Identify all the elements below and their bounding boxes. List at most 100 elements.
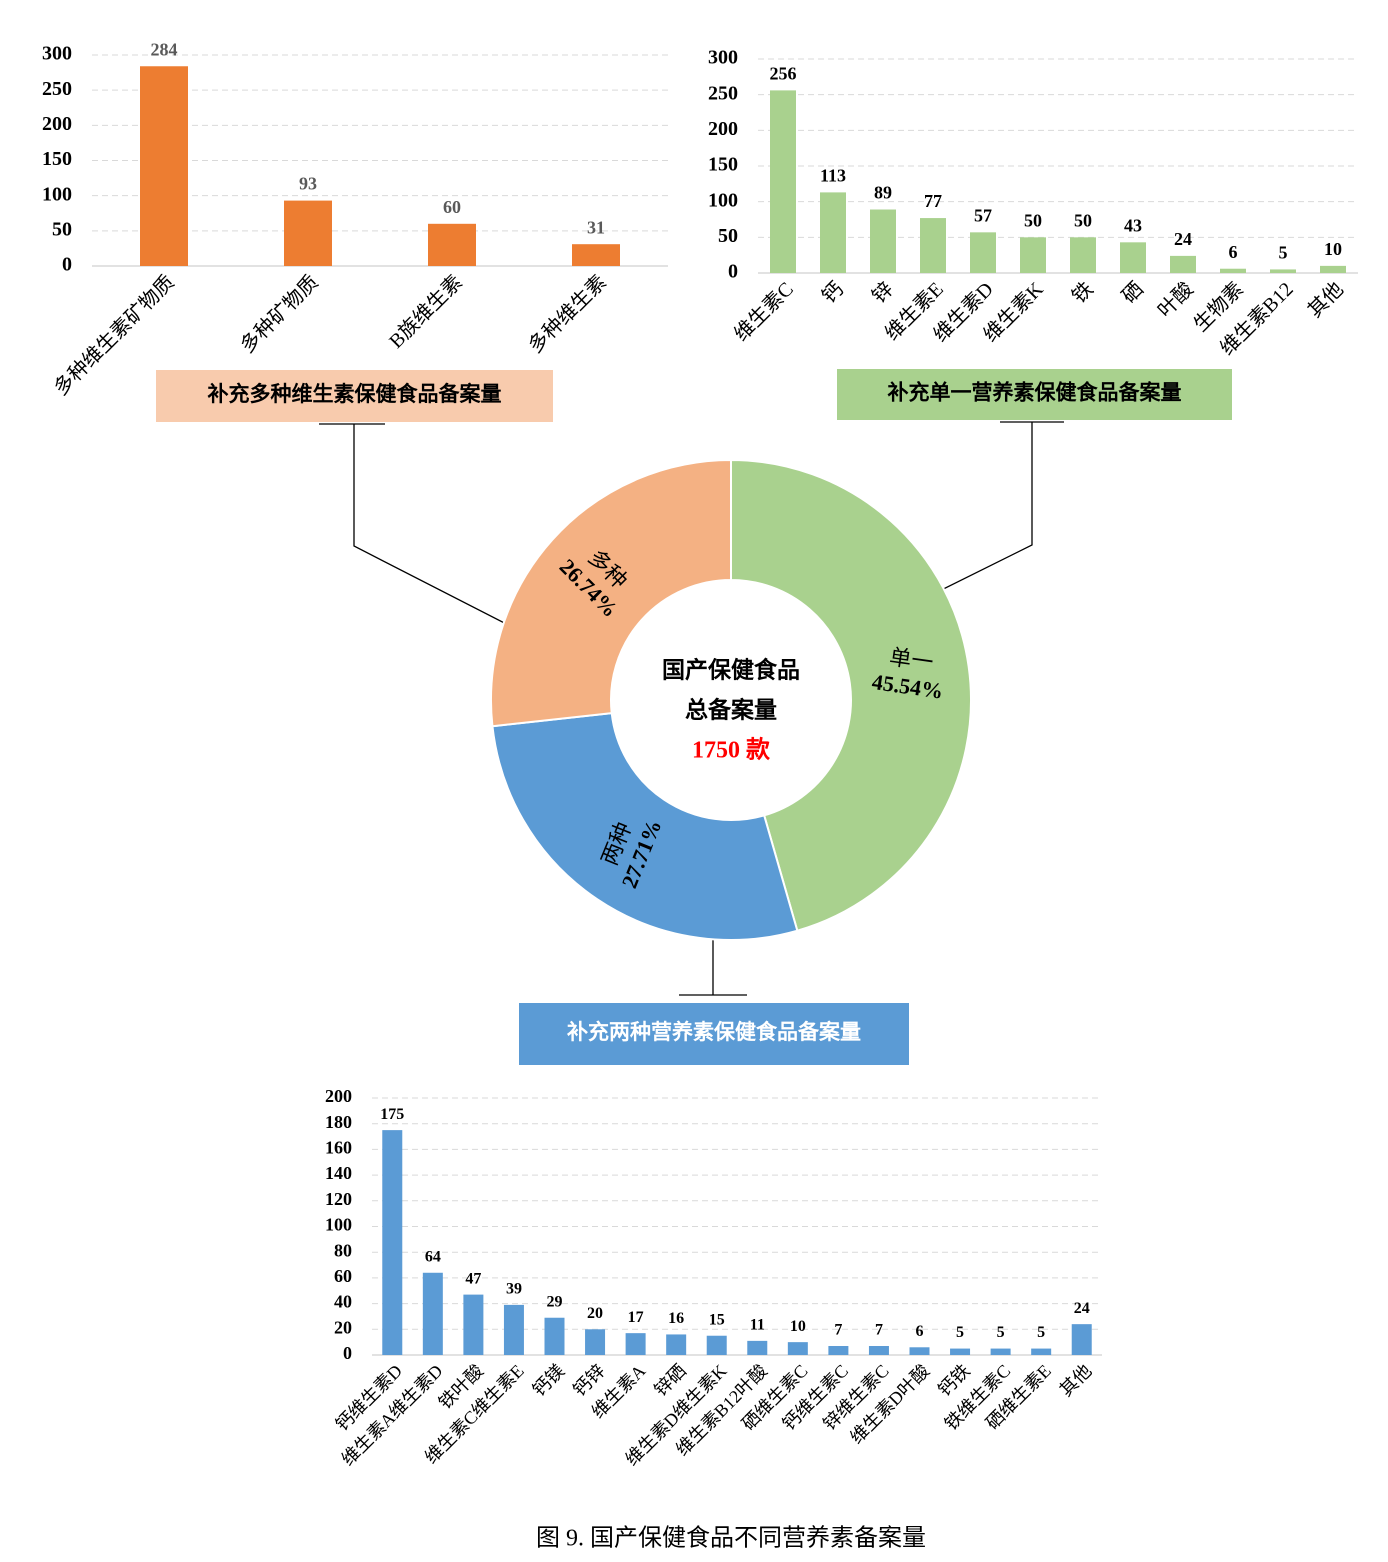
value-label: 93 bbox=[299, 174, 317, 194]
value-label: 284 bbox=[151, 39, 178, 59]
bar bbox=[820, 192, 846, 273]
value-label: 5 bbox=[1279, 243, 1288, 263]
bar bbox=[1071, 1324, 1092, 1355]
value-label: 50 bbox=[1024, 210, 1042, 230]
value-label: 43 bbox=[1124, 215, 1142, 235]
value-label: 24 bbox=[1074, 1300, 1090, 1317]
y-tick-label: 50 bbox=[718, 225, 738, 247]
value-label: 175 bbox=[380, 1106, 404, 1123]
bar bbox=[422, 1272, 443, 1355]
bar bbox=[920, 218, 946, 273]
bar bbox=[1220, 268, 1246, 273]
bar bbox=[770, 90, 796, 274]
y-tick-label: 80 bbox=[334, 1240, 352, 1260]
value-label: 64 bbox=[425, 1248, 441, 1265]
title-box bbox=[519, 1003, 909, 1065]
value-label: 29 bbox=[547, 1293, 563, 1310]
value-label: 57 bbox=[974, 205, 992, 225]
x-tick-label: 叶酸 bbox=[1153, 278, 1198, 323]
connector bbox=[319, 423, 558, 651]
x-tick-label: 硒 bbox=[1118, 278, 1148, 308]
chart-title: 补充单一营养素保健食品备案量 bbox=[887, 380, 1182, 404]
value-label: 47 bbox=[465, 1270, 481, 1287]
bar bbox=[625, 1333, 646, 1355]
y-tick-label: 200 bbox=[708, 118, 738, 140]
bar bbox=[1270, 269, 1296, 273]
value-label: 11 bbox=[750, 1317, 765, 1334]
x-tick-label: 多种维生素 bbox=[524, 271, 611, 358]
bar bbox=[544, 1317, 565, 1355]
x-tick-label: 铁 bbox=[1067, 278, 1097, 308]
center-text: 国产保健食品 bbox=[662, 656, 800, 682]
bar bbox=[1070, 237, 1096, 273]
value-label: 17 bbox=[628, 1309, 644, 1326]
bar bbox=[868, 1346, 889, 1355]
x-tick-label: 钙 bbox=[817, 278, 847, 308]
y-tick-label: 20 bbox=[334, 1317, 352, 1337]
value-label: 77 bbox=[924, 191, 942, 211]
y-tick-label: 150 bbox=[42, 148, 72, 170]
value-label: 39 bbox=[506, 1281, 522, 1298]
value-label: 5 bbox=[997, 1324, 1005, 1341]
y-tick-label: 0 bbox=[62, 254, 72, 276]
bar bbox=[747, 1340, 768, 1355]
chart-title: 补充两种营养素保健食品备案量 bbox=[566, 1020, 861, 1044]
x-tick-label: B族维生素 bbox=[385, 271, 467, 353]
value-label: 5 bbox=[956, 1324, 964, 1341]
y-tick-label: 100 bbox=[325, 1215, 352, 1235]
bar bbox=[990, 1348, 1011, 1355]
x-tick-label: 多种矿物质 bbox=[236, 271, 323, 358]
value-label: 31 bbox=[587, 217, 605, 237]
value-label: 24 bbox=[1174, 229, 1192, 249]
bar bbox=[1170, 255, 1196, 273]
y-tick-label: 100 bbox=[708, 189, 738, 211]
y-tick-label: 40 bbox=[334, 1292, 352, 1312]
bar bbox=[1120, 242, 1146, 273]
y-tick-label: 0 bbox=[343, 1343, 352, 1363]
y-tick-label: 150 bbox=[708, 154, 738, 176]
y-tick-label: 200 bbox=[325, 1086, 352, 1106]
value-label: 7 bbox=[834, 1322, 842, 1339]
value-label: 5 bbox=[1037, 1324, 1045, 1341]
bar bbox=[1020, 237, 1046, 273]
chart-title: 补充多种维生素保健食品备案量 bbox=[207, 382, 502, 406]
bar bbox=[284, 200, 332, 266]
value-label: 113 bbox=[820, 166, 846, 186]
y-tick-label: 200 bbox=[42, 113, 72, 135]
value-label: 16 bbox=[668, 1310, 684, 1327]
y-tick-label: 100 bbox=[42, 183, 72, 205]
bar bbox=[572, 244, 620, 266]
bar bbox=[666, 1334, 687, 1355]
bar bbox=[970, 232, 996, 273]
x-tick-label: 钙镁 bbox=[529, 1361, 569, 1401]
title-box bbox=[837, 369, 1232, 420]
value-label: 60 bbox=[443, 197, 461, 217]
bar bbox=[1320, 265, 1346, 273]
bar bbox=[909, 1347, 930, 1355]
value-label: 15 bbox=[709, 1311, 725, 1328]
y-tick-label: 300 bbox=[42, 43, 72, 65]
value-label: 50 bbox=[1074, 210, 1092, 230]
donut-slice bbox=[491, 712, 799, 941]
y-tick-label: 50 bbox=[52, 218, 72, 240]
value-label: 7 bbox=[875, 1322, 883, 1339]
bar bbox=[787, 1342, 808, 1355]
bar bbox=[140, 66, 188, 267]
donut-slice bbox=[730, 458, 972, 932]
value-label: 20 bbox=[587, 1305, 603, 1322]
y-tick-label: 0 bbox=[728, 261, 738, 283]
caption: 图 9. 国产保健食品不同营养素备案量 bbox=[536, 1525, 926, 1552]
y-tick-label: 160 bbox=[325, 1138, 352, 1158]
y-tick-label: 180 bbox=[325, 1112, 352, 1132]
x-tick-label: 维生素C bbox=[730, 278, 798, 346]
bar bbox=[706, 1335, 727, 1355]
x-tick-label: 其他 bbox=[1303, 278, 1348, 323]
y-tick-label: 300 bbox=[708, 47, 738, 69]
bar bbox=[463, 1294, 484, 1355]
value-label: 6 bbox=[916, 1323, 924, 1340]
bar bbox=[950, 1348, 971, 1355]
value-label: 89 bbox=[874, 183, 892, 203]
center-text: 总备案量 bbox=[685, 696, 777, 722]
